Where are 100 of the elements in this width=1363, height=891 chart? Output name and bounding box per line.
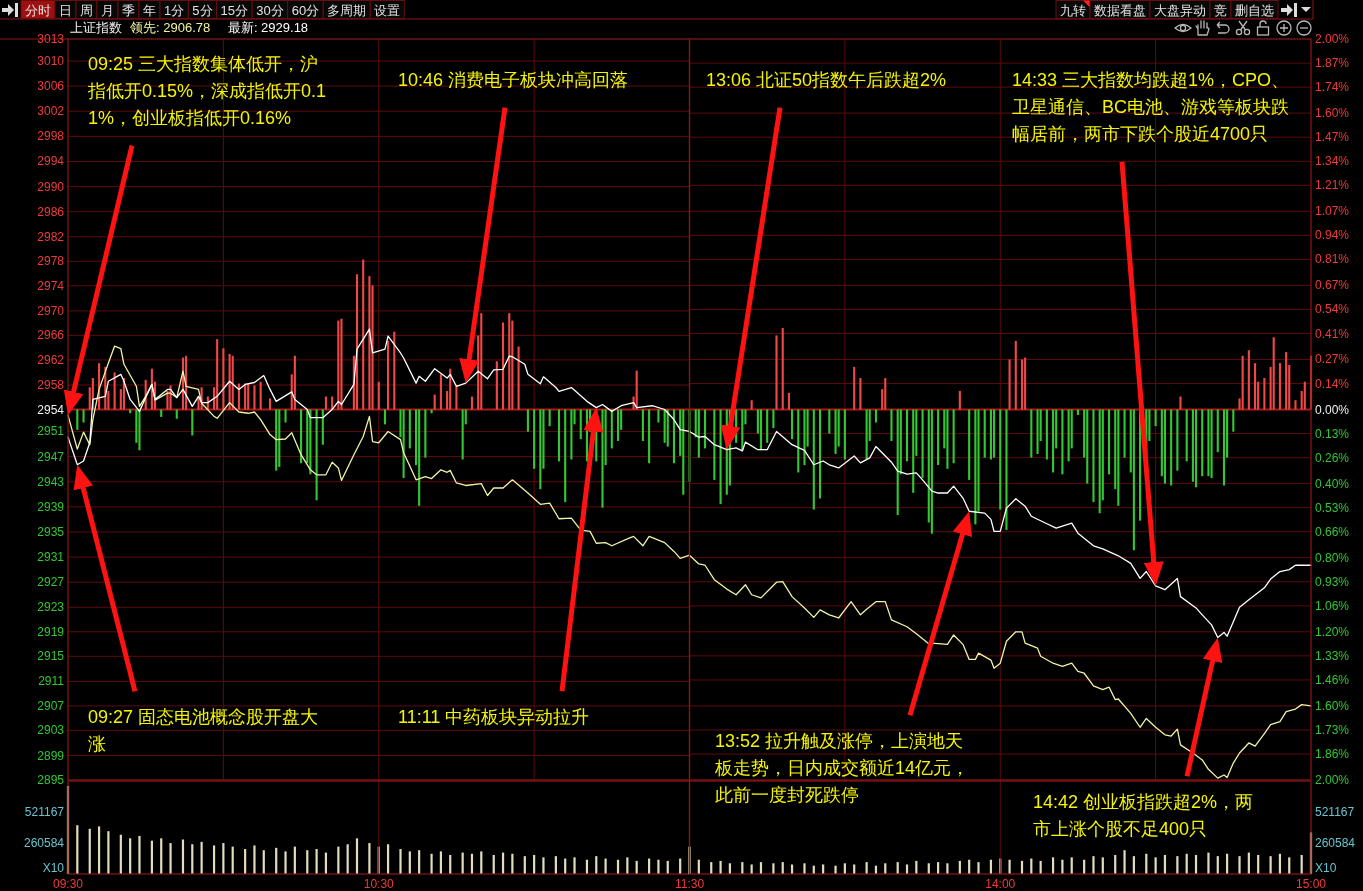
x-tick-label: 14:00: [985, 877, 1016, 891]
y-tick-label: 3010: [37, 53, 65, 68]
text: 30分: [256, 2, 284, 18]
y2-tick-label: 0.27%: [1315, 352, 1350, 367]
y2-tick-label: 1.33%: [1315, 648, 1350, 663]
y-tick-label: 2974: [37, 278, 65, 293]
y-tick-label: 2899: [37, 748, 65, 763]
y2-tick-label: 0.94%: [1315, 228, 1350, 243]
y-tick-label: 2927: [37, 575, 65, 590]
y2-tick-label: 1.20%: [1315, 624, 1350, 639]
y-tick-label: 3013: [37, 32, 65, 46]
text: 多周期: [327, 2, 367, 18]
chart-title: 上证指数: [70, 19, 122, 35]
text: 领先: 2906.78: [130, 19, 211, 35]
y-tick-label: 2998: [37, 129, 65, 144]
y-tick-label: 2978: [37, 254, 65, 269]
y2-tick-label: 1.74%: [1315, 80, 1350, 95]
y-tick-label: 2943: [37, 474, 65, 489]
annotation: 13:52 拉升触及涨停，上演地天板走势，日内成交额近14亿元，此前一度封死跌停: [714, 731, 970, 805]
y-tick-label: 2947: [37, 449, 65, 464]
y2-tick-label: 0.66%: [1315, 524, 1350, 539]
y2-tick-label: 1.46%: [1315, 672, 1350, 687]
y2-tick-label: 0.41%: [1315, 326, 1350, 341]
y2-tick-label: 0.93%: [1315, 574, 1350, 589]
y2-tick-label: 2.00%: [1315, 32, 1350, 46]
y-tick-label: 2958: [37, 378, 65, 393]
y2-tick-label: 0.54%: [1315, 302, 1350, 317]
y-tick-label: 260584: [23, 836, 65, 850]
text: 季: [122, 2, 135, 18]
y-tick-label: 2982: [37, 229, 65, 244]
y2-tick-label: 0.53%: [1315, 500, 1350, 515]
y-tick-label: 2903: [37, 723, 65, 738]
y2-tick-label: 0.13%: [1315, 426, 1350, 441]
text: 60分: [291, 2, 320, 18]
text: 1分: [164, 2, 185, 18]
y-tick-label: 2919: [37, 624, 65, 639]
y-tick-label: 2939: [37, 499, 65, 514]
y2-tick-label: 0.00%: [1315, 402, 1350, 417]
x-tick-label: 15:00: [1295, 877, 1327, 891]
y-tick-label: 2931: [37, 550, 65, 565]
y2-tick-label: 1.87%: [1315, 56, 1350, 71]
y2-tick-label: 1.47%: [1315, 130, 1350, 145]
text: 删自选: [1235, 2, 1274, 18]
y2-tick-label: 0.67%: [1315, 278, 1350, 293]
x-tick-label: 11:30: [674, 877, 705, 891]
y2-tick-label: 1.06%: [1315, 598, 1350, 613]
y-tick-label: 521167: [24, 805, 65, 819]
annotation: 13:06 北证50指数午后跌超2%: [706, 70, 947, 90]
annotation: 14:42 创业板指跌超2%，两市上涨个股不足400只: [1033, 792, 1254, 839]
y-tick-label: 2935: [37, 524, 65, 539]
y-tick-label: 2990: [37, 179, 65, 194]
y2-tick-label: 1.34%: [1315, 154, 1350, 169]
y-tick-label: 2923: [37, 600, 65, 615]
x-tick-label: 10:30: [363, 877, 395, 891]
text: 大盘异动: [1154, 2, 1206, 18]
y2-tick-label: 1.60%: [1315, 106, 1350, 121]
y-axis-title: X10: [1315, 861, 1337, 875]
text: 周: [80, 2, 93, 18]
y-tick-label: 2915: [37, 649, 65, 664]
y2-tick-label: 1.21%: [1315, 178, 1350, 193]
y2-tick-label: 1.07%: [1315, 204, 1350, 219]
y-tick-label: 2911: [38, 674, 65, 689]
text: 最新: 2929.18: [227, 19, 309, 35]
text: 九转: [1060, 2, 1086, 18]
y-tick-label: 260584: [1315, 836, 1356, 850]
text: 数据看盘: [1094, 2, 1146, 18]
y-tick-label: 2907: [37, 698, 65, 713]
y2-tick-label: 0.40%: [1315, 476, 1350, 491]
y-tick-label: 2895: [37, 773, 65, 787]
text: 年: [143, 2, 156, 18]
y-tick-label: 2951: [37, 424, 65, 439]
y-tick-label: 3006: [37, 79, 65, 94]
y-tick-label: 2954: [37, 402, 65, 417]
y-tick-label: 2966: [37, 328, 65, 343]
annotation: 10:46 消费电子板块冲高回落: [398, 70, 629, 90]
x-tick-label: 09:30: [52, 877, 84, 891]
y2-tick-label: 0.80%: [1315, 550, 1350, 565]
y2-tick-label: 2.00%: [1315, 773, 1350, 787]
y-tick-label: 2962: [37, 352, 65, 367]
annotation: 09:25 三大指数集体低开，沪指低开0.15%，深成指低开0.11%，创业板指低开0.16%: [87, 54, 327, 128]
y2-tick-label: 1.73%: [1315, 722, 1350, 737]
y2-tick-label: 0.26%: [1315, 450, 1350, 465]
y-axis-title: X10: [42, 861, 65, 875]
text: 日: [59, 2, 72, 18]
annotation: 11:11 中药板块异动拉升: [398, 707, 590, 727]
text: 设置: [374, 2, 401, 18]
y2-tick-label: 0.14%: [1315, 376, 1350, 391]
text: 月: [101, 2, 114, 18]
text: 15分: [220, 2, 249, 18]
annotation: 09:27 固态电池概念股开盘大涨: [88, 707, 319, 754]
y-tick-label: 3002: [37, 104, 65, 119]
y2-tick-label: 0.81%: [1315, 252, 1350, 267]
text: 分时: [25, 2, 51, 18]
text: 竞: [1214, 2, 1227, 18]
y2-tick-label: 1.86%: [1315, 747, 1350, 762]
y-tick-label: 2970: [37, 303, 65, 318]
text: 5分: [192, 2, 213, 18]
y2-tick-label: 1.60%: [1315, 698, 1350, 713]
annotation: 14:33 三大指数均跌超1%，CPO、卫星通信、BC电池、游戏等板块跌幅居前，两市下跌个股近4700只: [1012, 70, 1290, 144]
y-tick-label: 2994: [37, 154, 65, 169]
